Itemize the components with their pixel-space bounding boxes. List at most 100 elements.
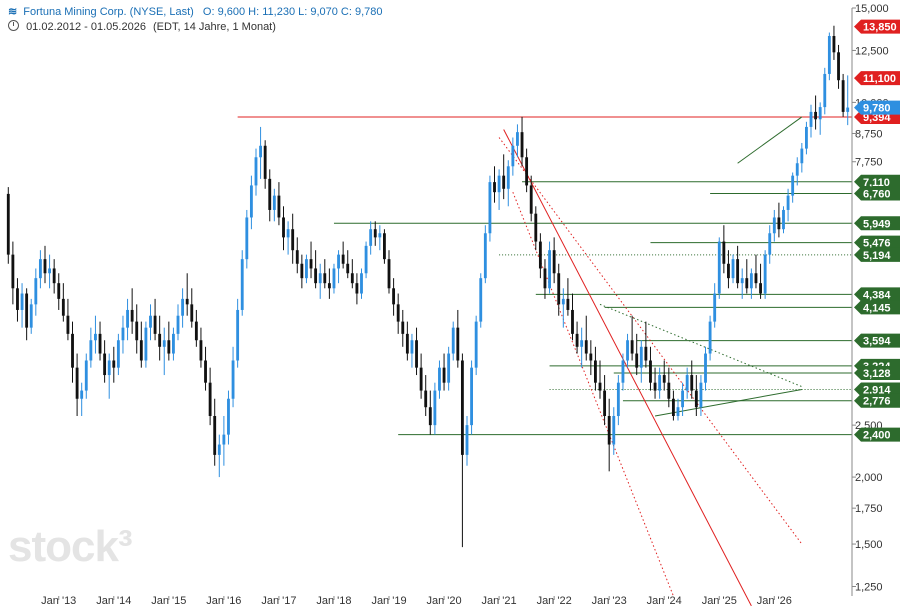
- candle-body[interactable]: [231, 360, 235, 399]
- candle-body[interactable]: [694, 390, 698, 408]
- candle-body[interactable]: [272, 195, 276, 210]
- candle-body[interactable]: [194, 321, 198, 341]
- candle-body[interactable]: [557, 273, 561, 305]
- candle-body[interactable]: [708, 321, 712, 354]
- candle-body[interactable]: [598, 382, 602, 391]
- candle-body[interactable]: [561, 298, 565, 305]
- candle-body[interactable]: [323, 273, 327, 284]
- candle-body[interactable]: [589, 353, 593, 361]
- candle-body[interactable]: [630, 340, 634, 354]
- candle-body[interactable]: [805, 126, 808, 149]
- candle-body[interactable]: [282, 217, 285, 238]
- candle-body[interactable]: [66, 315, 70, 334]
- candle-body[interactable]: [479, 278, 483, 322]
- candle-body[interactable]: [240, 259, 244, 310]
- candle-body[interactable]: [502, 175, 506, 189]
- candle-body[interactable]: [516, 132, 519, 146]
- candle-body[interactable]: [254, 157, 258, 186]
- candle-body[interactable]: [676, 407, 680, 416]
- candle-body[interactable]: [112, 360, 116, 368]
- candle-body[interactable]: [460, 360, 464, 455]
- candle-body[interactable]: [217, 444, 221, 455]
- candle-body[interactable]: [181, 298, 185, 316]
- candle-body[interactable]: [286, 229, 290, 238]
- candle-body[interactable]: [11, 254, 15, 289]
- candle-body[interactable]: [511, 145, 515, 167]
- candle-body[interactable]: [649, 360, 652, 383]
- candle-body[interactable]: [236, 309, 240, 361]
- candle-body[interactable]: [566, 298, 570, 310]
- candle-body[interactable]: [337, 254, 340, 269]
- candle-body[interactable]: [89, 340, 93, 361]
- candle-body[interactable]: [763, 254, 767, 294]
- candle-body[interactable]: [795, 163, 799, 176]
- candle-body[interactable]: [300, 263, 304, 279]
- candle-body[interactable]: [355, 283, 359, 294]
- candle-body[interactable]: [268, 178, 272, 210]
- candle-body[interactable]: [34, 278, 38, 305]
- candle-body[interactable]: [369, 229, 373, 246]
- candle-body[interactable]: [208, 382, 212, 416]
- candle-body[interactable]: [29, 304, 33, 328]
- candle-body[interactable]: [465, 425, 469, 455]
- candle-body[interactable]: [378, 233, 382, 238]
- candle-body[interactable]: [396, 304, 400, 322]
- candle-body[interactable]: [149, 315, 152, 328]
- candle-body[interactable]: [94, 333, 97, 341]
- candle-body[interactable]: [548, 250, 551, 289]
- candle-body[interactable]: [520, 132, 524, 158]
- candle-body[interactable]: [121, 327, 125, 341]
- candle-body[interactable]: [222, 434, 226, 445]
- candle-body[interactable]: [401, 321, 405, 334]
- candle-body[interactable]: [25, 293, 29, 328]
- candle-body[interactable]: [199, 340, 203, 361]
- candle-body[interactable]: [699, 382, 703, 408]
- candle-body[interactable]: [704, 353, 707, 383]
- candle-body[interactable]: [525, 157, 529, 186]
- candle-body[interactable]: [474, 321, 478, 368]
- candle-body[interactable]: [38, 259, 42, 279]
- candle-body[interactable]: [616, 382, 620, 416]
- candle-body[interactable]: [373, 229, 377, 238]
- candle-body[interactable]: [759, 283, 762, 294]
- candle-body[interactable]: [139, 340, 143, 361]
- range-text[interactable]: 01.02.2012 - 01.05.2026: [26, 21, 146, 33]
- candle-body[interactable]: [57, 283, 61, 299]
- candle-body[interactable]: [727, 263, 730, 279]
- candle-body[interactable]: [415, 340, 418, 368]
- instrument-title[interactable]: Fortuna Mining Corp. (NYSE, Last): [23, 6, 194, 18]
- candle-body[interactable]: [84, 360, 88, 391]
- candle-body[interactable]: [71, 333, 74, 368]
- candle-body[interactable]: [612, 415, 616, 445]
- candle-body[interactable]: [662, 375, 666, 383]
- candle-body[interactable]: [736, 259, 740, 284]
- candle-body[interactable]: [603, 390, 607, 416]
- candle-body[interactable]: [61, 298, 65, 316]
- candle-body[interactable]: [144, 327, 148, 361]
- candle-body[interactable]: [685, 375, 689, 391]
- candle-body[interactable]: [818, 107, 822, 120]
- candle-body[interactable]: [749, 273, 753, 289]
- candle-body[interactable]: [204, 360, 207, 383]
- candle-body[interactable]: [341, 254, 345, 264]
- candle-body[interactable]: [130, 309, 134, 322]
- candle-body[interactable]: [483, 233, 487, 279]
- candle-body[interactable]: [493, 182, 496, 193]
- candle-body[interactable]: [249, 185, 253, 218]
- candle-body[interactable]: [6, 193, 10, 255]
- candle-body[interactable]: [571, 309, 574, 334]
- candle-body[interactable]: [103, 353, 107, 376]
- candle-body[interactable]: [580, 340, 584, 347]
- candle-body[interactable]: [658, 375, 662, 391]
- candle-body[interactable]: [584, 340, 588, 354]
- candle-body[interactable]: [754, 273, 758, 284]
- candle-body[interactable]: [713, 293, 717, 322]
- candle-body[interactable]: [635, 353, 639, 368]
- candle-body[interactable]: [392, 288, 396, 305]
- candle-body[interactable]: [782, 209, 785, 230]
- candle-body[interactable]: [332, 268, 336, 289]
- candle-body[interactable]: [745, 278, 749, 289]
- candle-body[interactable]: [552, 250, 556, 274]
- candle-body[interactable]: [291, 229, 295, 251]
